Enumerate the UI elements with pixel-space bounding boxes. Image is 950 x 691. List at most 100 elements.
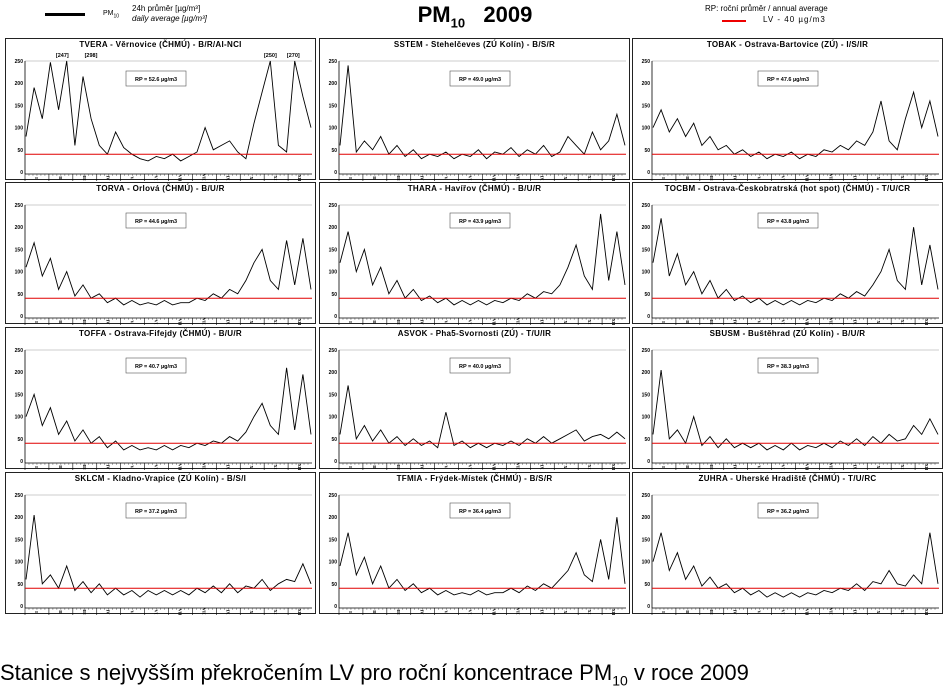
month-label: IX xyxy=(539,464,544,470)
month-label: X xyxy=(563,176,568,180)
month-label: IV xyxy=(420,464,425,470)
month-label: XI xyxy=(273,464,278,469)
month-label: VII xyxy=(804,175,809,181)
daily-average-series xyxy=(652,369,939,451)
y-tick-label: 0 xyxy=(334,170,337,176)
y-tick-label: 100 xyxy=(329,560,338,566)
month-label: V xyxy=(757,465,762,469)
month-label: IV xyxy=(106,175,111,181)
month-label: XI xyxy=(587,175,592,180)
y-tick-label: 200 xyxy=(15,370,24,376)
month-label: IV xyxy=(420,319,425,325)
month-label: IV xyxy=(733,319,738,325)
month-label: I xyxy=(348,611,353,613)
station-panel: TFMIA - Frýdek-Místek (ČHMÚ) - B/S/R 0 50 1… xyxy=(319,472,630,615)
month-label: IV xyxy=(420,609,425,615)
y-tick-label: 50 xyxy=(17,582,23,588)
month-label: XII xyxy=(924,319,929,325)
month-label: VI xyxy=(781,464,786,469)
month-label: VIII xyxy=(828,608,833,615)
month-label: XI xyxy=(587,609,592,614)
month-label: VII xyxy=(177,609,182,615)
station-panel: TOFFA - Ostrava-Fifejdy (ČHMÚ) - B/U/R 0 5… xyxy=(5,327,316,470)
month-label: XII xyxy=(924,609,929,615)
y-tick-label: 200 xyxy=(642,370,651,376)
month-label: V xyxy=(757,320,762,324)
month-label: VII xyxy=(804,319,809,325)
rp-value: RP = 40.7 µg/m3 xyxy=(135,364,177,370)
daily-average-series xyxy=(25,367,312,451)
daily-average-series xyxy=(339,213,626,306)
month-label: VIII xyxy=(201,608,206,615)
month-label: XII xyxy=(297,609,302,615)
month-label: III xyxy=(396,175,401,181)
month-label: VI xyxy=(154,319,159,324)
y-tick-label: 150 xyxy=(15,247,24,253)
rp-box xyxy=(449,70,511,87)
legend-limit-label: LV - 40 µg/m3 xyxy=(763,15,826,24)
rp-value: RP = 36.4 µg/m3 xyxy=(459,509,501,515)
station-panel: ZUHRA - Uherské Hradiště (ČHMÚ) - T/U/RC… xyxy=(632,472,943,615)
month-label: XI xyxy=(900,175,905,180)
panel-title: ZUHRA - Uherské Hradiště (ČHMÚ) - T/U/RC xyxy=(698,474,877,483)
month-label: V xyxy=(444,320,449,324)
y-tick-label: 250 xyxy=(642,59,651,65)
month-label: XII xyxy=(611,319,616,325)
month-label: X xyxy=(249,176,254,180)
month-label: III xyxy=(82,464,87,470)
legend-daily-line-swatch xyxy=(45,13,85,16)
y-tick-label: 50 xyxy=(17,437,23,443)
month-label: IX xyxy=(852,609,857,615)
y-tick-label: 0 xyxy=(334,459,337,465)
month-label: V xyxy=(444,465,449,469)
month-label: VIII xyxy=(515,463,520,470)
month-label: VI xyxy=(781,175,786,180)
month-label: I xyxy=(661,177,666,179)
month-label: V xyxy=(757,610,762,614)
month-label: IV xyxy=(106,319,111,325)
month-label: III xyxy=(396,609,401,615)
panel-title: SKLCM - Kladno-Vrapice (ZÚ Kolín) - B/S/… xyxy=(74,474,247,483)
month-label: III xyxy=(709,464,714,470)
month-label: VII xyxy=(491,319,496,325)
month-label: V xyxy=(444,610,449,614)
rp-box xyxy=(125,357,187,374)
month-label: VII xyxy=(177,175,182,181)
panel-title: SBUSM - Buštěhrad (ZÚ Kolín) - B/U/R xyxy=(709,329,866,338)
month-label: X xyxy=(563,320,568,324)
legend-daily-en: daily average [µg/m³] xyxy=(132,14,207,23)
y-tick-label: 250 xyxy=(642,348,651,354)
legend-pm-sub: 10 xyxy=(113,13,120,20)
month-label: II xyxy=(58,176,63,180)
month-label: I xyxy=(348,321,353,323)
month-label: VIII xyxy=(515,174,520,181)
month-label: II xyxy=(685,176,690,180)
y-tick-label: 200 xyxy=(329,515,338,521)
rp-box xyxy=(757,357,819,374)
month-label: IX xyxy=(539,319,544,325)
chart-title: PM10 2009 xyxy=(0,2,950,30)
y-tick-label: 100 xyxy=(329,270,338,276)
y-tick-label: 0 xyxy=(20,459,23,465)
y-tick-label: 0 xyxy=(647,459,650,465)
month-label: II xyxy=(58,465,63,469)
month-label: I xyxy=(348,466,353,468)
month-label: XII xyxy=(297,175,302,181)
month-label: I xyxy=(661,321,666,323)
month-label: III xyxy=(82,609,87,615)
y-tick-label: 100 xyxy=(15,415,24,421)
y-tick-label: 200 xyxy=(642,515,651,521)
y-tick-label: 250 xyxy=(329,493,338,499)
month-label: III xyxy=(709,609,714,615)
month-label: XII xyxy=(297,319,302,325)
y-tick-label: 100 xyxy=(642,560,651,566)
month-label: V xyxy=(130,176,135,180)
title-pm-sub: 10 xyxy=(450,15,466,31)
month-label: IX xyxy=(225,609,230,615)
rp-box xyxy=(449,502,511,519)
month-label: VI xyxy=(781,609,786,614)
month-label: III xyxy=(709,175,714,181)
month-label: XI xyxy=(273,175,278,180)
